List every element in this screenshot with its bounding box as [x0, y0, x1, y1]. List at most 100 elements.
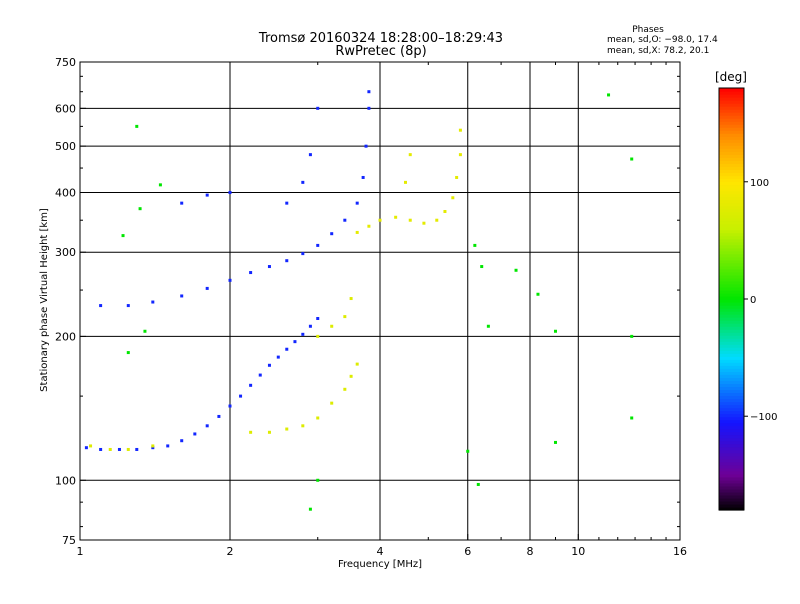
colorbar-segment — [719, 440, 744, 445]
x-axis-ticks: 1 2 4 6 8 10 16 — [77, 62, 687, 558]
data-point — [205, 424, 209, 428]
data-point — [330, 324, 334, 328]
colorbar-segment — [719, 172, 744, 177]
colorbar-segment — [719, 181, 744, 186]
colorbar-segment — [719, 271, 744, 276]
colorbar-segment — [719, 235, 744, 240]
data-point — [108, 447, 112, 451]
colorbar-segment — [719, 434, 744, 439]
colorbar-segment — [719, 280, 744, 285]
colorbar-segment — [719, 115, 744, 119]
colorbar-segment — [719, 124, 744, 128]
data-point — [316, 316, 320, 320]
colorbar-segment — [719, 265, 744, 270]
data-point — [394, 215, 398, 219]
data-point — [316, 478, 320, 482]
colorbar-tick-label: −100 — [750, 412, 777, 423]
colorbar-segment — [719, 139, 744, 143]
data-point — [316, 334, 320, 338]
colorbar-segment — [719, 91, 744, 95]
colorbar-segment — [719, 323, 744, 327]
data-point — [349, 374, 353, 378]
data-point — [466, 449, 470, 453]
colorbar-segment — [719, 326, 744, 330]
data-point — [536, 292, 540, 296]
y-tick-label: 500 — [55, 140, 76, 153]
data-point — [285, 347, 289, 351]
colorbar-segment — [719, 395, 744, 400]
data-point — [121, 234, 125, 238]
colorbar-segment — [719, 452, 744, 457]
data-point — [228, 190, 232, 194]
colorbar-segment — [719, 238, 744, 243]
colorbar-segment — [719, 386, 744, 391]
y-tick-label: 200 — [55, 330, 76, 343]
data-point — [301, 424, 305, 428]
y-tick-label: 75 — [62, 534, 76, 547]
colorbar-segment — [719, 410, 744, 415]
colorbar-segment — [719, 259, 744, 264]
data-point — [143, 329, 147, 333]
y-axis-label: Stationary phase Virtual Height [km] — [39, 208, 50, 392]
colorbar-segment — [719, 350, 744, 354]
data-point — [285, 201, 289, 205]
colorbar-segment — [719, 274, 744, 279]
colorbar-segment — [719, 256, 744, 261]
data-point — [228, 404, 232, 408]
data-point — [473, 243, 477, 247]
colorbar-segment — [719, 166, 744, 170]
data-point — [138, 207, 142, 211]
colorbar-segment — [719, 103, 744, 107]
data-point — [180, 294, 184, 298]
colorbar-segment — [719, 199, 744, 204]
colorbar-segment — [719, 169, 744, 173]
data-point — [330, 401, 334, 405]
colorbar-segment — [719, 118, 744, 122]
colorbar-segment — [719, 497, 744, 502]
data-point — [135, 447, 139, 451]
colorbar-segment — [719, 136, 744, 140]
data-point — [193, 432, 197, 436]
colorbar-segment — [719, 196, 744, 201]
data-point — [455, 175, 459, 179]
colorbar-segment — [719, 133, 744, 137]
colorbar-segment — [719, 332, 744, 336]
colorbar-tick-label: 0 — [750, 295, 756, 306]
data-point — [239, 394, 243, 398]
data-point — [443, 210, 447, 214]
stats-header: Phases — [632, 25, 664, 35]
colorbar-segment — [719, 97, 744, 101]
x-tick-label: 1 — [77, 545, 84, 558]
colorbar-segment — [719, 494, 744, 499]
data-point — [228, 278, 232, 282]
grid-lines — [80, 62, 680, 540]
data-point — [180, 439, 184, 443]
data-point — [435, 218, 439, 222]
colorbar-segment — [719, 320, 744, 324]
colorbar-segment — [719, 244, 744, 249]
colorbar-segment — [719, 151, 744, 155]
colorbar-segment — [719, 163, 744, 167]
colorbar-segment — [719, 317, 744, 321]
data-point — [486, 324, 490, 328]
colorbar-segment — [719, 347, 744, 351]
colorbar-segment — [719, 205, 744, 210]
colorbar-segment — [719, 241, 744, 246]
colorbar-segment — [719, 130, 744, 134]
colorbar-segment — [719, 383, 744, 388]
colorbar-segment — [719, 277, 744, 282]
data-point — [630, 334, 634, 338]
data-point — [126, 447, 130, 451]
y-tick-label: 300 — [55, 246, 76, 259]
y-tick-label: 100 — [55, 474, 76, 487]
data-point — [361, 175, 365, 179]
data-point — [607, 93, 611, 97]
colorbar-segment — [719, 142, 744, 146]
data-point — [514, 268, 518, 272]
chart-title: Tromsø 20160324 18:28:00–18:29:43 — [258, 31, 503, 46]
colorbar-segment — [719, 193, 744, 198]
x-tick-label: 16 — [673, 545, 687, 558]
data-point — [367, 90, 371, 94]
colorbar-segment — [719, 175, 744, 180]
data-point — [458, 128, 462, 132]
